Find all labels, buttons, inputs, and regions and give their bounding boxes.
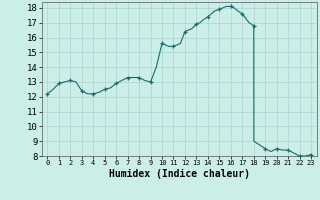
X-axis label: Humidex (Indice chaleur): Humidex (Indice chaleur) (109, 169, 250, 179)
